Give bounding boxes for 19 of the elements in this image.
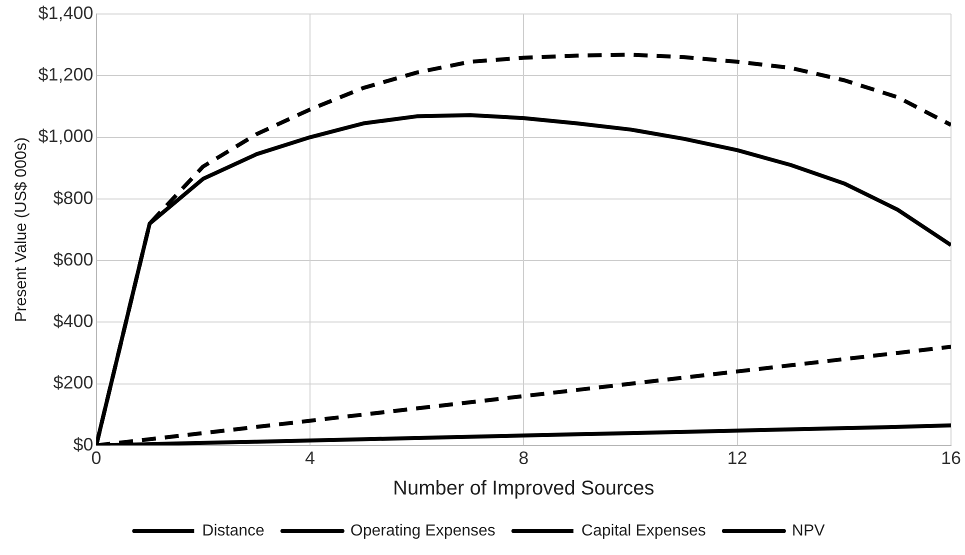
y-tick-label: $1,000 [38,126,94,146]
y-tick-label: $200 [53,372,94,393]
y-axis-title: Present Value (US$ 000s) [13,137,30,322]
x-axis-title: Number of Improved Sources [393,478,654,500]
y-tick-label: $1,200 [38,64,94,85]
y-tick-label: $400 [53,311,94,332]
x-tick-label: 4 [304,448,315,468]
legend-label: Distance [202,522,265,540]
y-tick-label: $0 [73,434,94,454]
y-tick-label: $800 [53,188,94,208]
legend-label: NPV [792,522,826,540]
legend-label: Capital Expenses [581,522,706,540]
legend-label: Operating Expenses [350,522,496,540]
y-tick-label: $600 [53,249,94,270]
x-tick-label: 0 [91,448,102,468]
x-tick-label: 8 [518,448,529,468]
x-tick-label: 16 [940,448,962,468]
x-tick-label: 12 [727,448,748,468]
y-tick-label: $1,400 [38,2,94,23]
